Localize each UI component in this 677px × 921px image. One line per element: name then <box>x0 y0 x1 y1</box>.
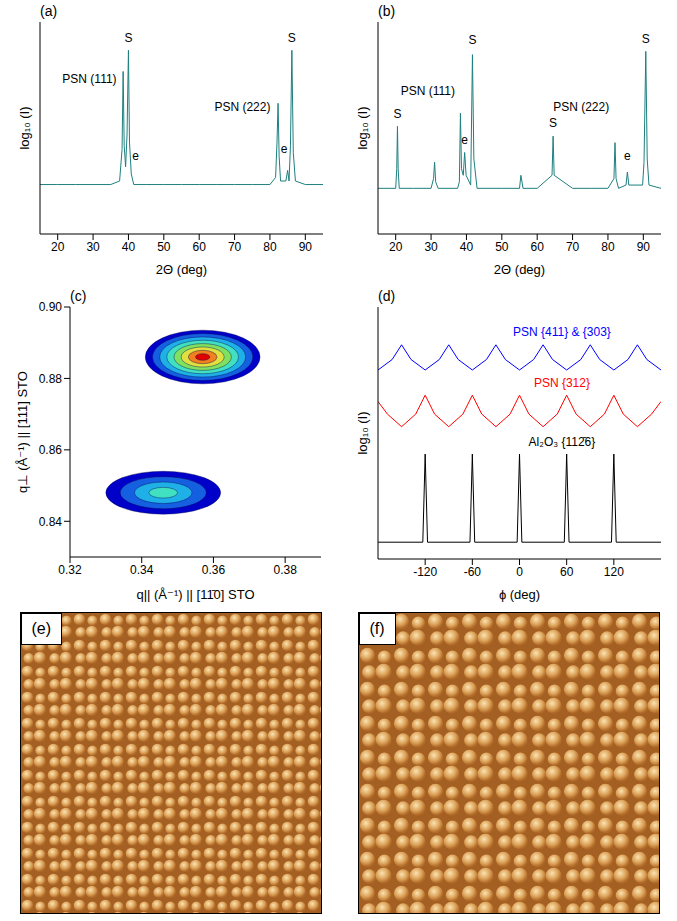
svg-text:log₁₀ (I): log₁₀ (I) <box>355 411 370 454</box>
svg-text:0: 0 <box>516 565 523 579</box>
svg-text:20: 20 <box>389 240 403 254</box>
svg-text:70: 70 <box>228 240 242 254</box>
svg-text:0.90: 0.90 <box>39 300 63 314</box>
svg-text:2Θ (deg): 2Θ (deg) <box>156 262 207 277</box>
svg-text:S: S <box>288 31 296 45</box>
svg-text:90: 90 <box>299 240 313 254</box>
svg-text:0.32: 0.32 <box>58 563 82 577</box>
svg-text:PSN (222): PSN (222) <box>553 100 609 114</box>
svg-text:q⊥ (Å⁻¹) || [111] STO: q⊥ (Å⁻¹) || [111] STO <box>15 371 30 493</box>
svg-text:PSN (222): PSN (222) <box>214 100 270 114</box>
svg-text:0.38: 0.38 <box>273 563 297 577</box>
svg-text:0.86: 0.86 <box>39 443 63 457</box>
svg-text:log₁₀ (I): log₁₀ (I) <box>355 106 370 149</box>
svg-text:e: e <box>281 142 288 156</box>
svg-text:q|| (Å⁻¹) || [11̄0] STO: q|| (Å⁻¹) || [11̄0] STO <box>136 587 254 602</box>
svg-text:50: 50 <box>495 240 509 254</box>
svg-text:40: 40 <box>460 240 474 254</box>
svg-text:S: S <box>124 31 132 45</box>
svg-text:S: S <box>642 32 650 46</box>
svg-text:0.88: 0.88 <box>39 372 63 386</box>
svg-text:-120: -120 <box>413 565 437 579</box>
svg-text:60: 60 <box>531 240 545 254</box>
svg-text:0.34: 0.34 <box>130 563 154 577</box>
svg-text:0.36: 0.36 <box>202 563 226 577</box>
html-text:(a): (a) <box>40 3 58 19</box>
svg-text:S: S <box>468 33 476 47</box>
svg-text:log₁₀ (I): log₁₀ (I) <box>17 106 32 149</box>
svg-text:40: 40 <box>122 240 136 254</box>
html-text:(b): (b) <box>378 3 396 19</box>
svg-text:0.84: 0.84 <box>39 515 63 529</box>
svg-text:60: 60 <box>560 565 574 579</box>
svg-text:70: 70 <box>566 240 580 254</box>
svg-text:Al₂O₃ {112̄6}: Al₂O₃ {112̄6} <box>529 435 596 449</box>
svg-text:90: 90 <box>637 240 651 254</box>
svg-text:S: S <box>393 107 401 121</box>
svg-text:80: 80 <box>263 240 277 254</box>
svg-text:20: 20 <box>51 240 65 254</box>
html-text:(e): (e) <box>31 620 52 637</box>
svg-text:PSN (111): PSN (111) <box>401 84 455 98</box>
html-text:(d): (d) <box>378 288 396 304</box>
svg-text:e: e <box>624 149 631 163</box>
svg-text:120: 120 <box>604 565 624 579</box>
svg-text:60: 60 <box>193 240 207 254</box>
svg-text:S: S <box>549 116 557 130</box>
html-text:(c): (c) <box>70 288 87 304</box>
svg-text:80: 80 <box>601 240 615 254</box>
svg-text:PSN (111): PSN (111) <box>62 72 116 86</box>
svg-text:2Θ (deg): 2Θ (deg) <box>494 262 545 277</box>
svg-text:-60: -60 <box>464 565 482 579</box>
svg-text:PSN {411} & {303}: PSN {411} & {303} <box>513 325 611 339</box>
svg-text:PSN {312}: PSN {312} <box>534 376 590 390</box>
svg-text:ϕ (deg): ϕ (deg) <box>499 587 540 602</box>
svg-text:e: e <box>132 149 139 163</box>
svg-text:30: 30 <box>86 240 100 254</box>
svg-text:30: 30 <box>424 240 438 254</box>
svg-text:50: 50 <box>157 240 171 254</box>
html-text:(f): (f) <box>369 620 385 637</box>
svg-text:e: e <box>461 133 468 147</box>
